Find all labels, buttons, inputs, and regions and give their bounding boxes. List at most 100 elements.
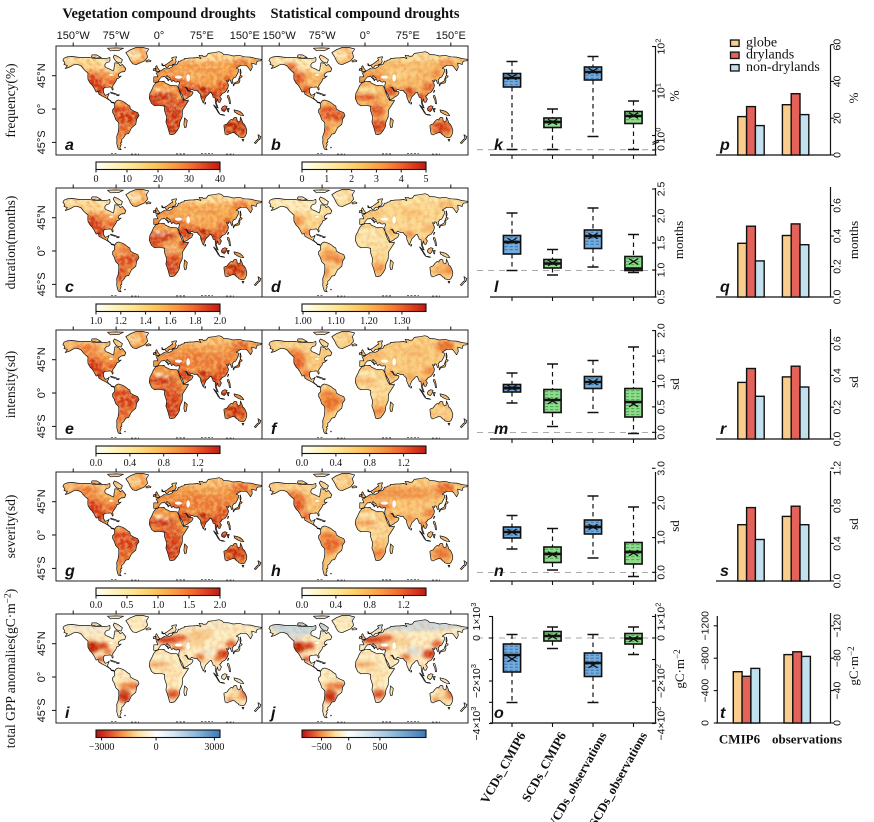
svg-text:45°S: 45°S [36, 272, 48, 296]
svg-text:1.8: 1.8 [189, 316, 202, 327]
svg-text:observations: observations [772, 731, 842, 746]
svg-text:2.0: 2.0 [656, 495, 668, 510]
svg-text:0.8: 0.8 [157, 458, 170, 469]
svg-text:t: t [720, 705, 726, 722]
svg-text:0°: 0° [36, 246, 48, 257]
svg-text:1: 1 [324, 174, 329, 185]
svg-text:j: j [269, 705, 276, 722]
svg-text:1.5: 1.5 [656, 349, 668, 364]
svg-text:1.2: 1.2 [191, 458, 204, 469]
svg-text:3.0: 3.0 [656, 461, 668, 476]
svg-text:1.5: 1.5 [183, 600, 196, 611]
svg-text:40: 40 [832, 75, 844, 87]
svg-text:1.0: 1.0 [152, 600, 165, 611]
svg-text:k: k [494, 137, 504, 154]
svg-text:0°: 0° [36, 530, 48, 541]
svg-text:0: 0 [471, 635, 483, 641]
svg-text:45°S: 45°S [36, 130, 48, 154]
svg-text:e: e [65, 421, 74, 438]
svg-text:−500: −500 [311, 742, 332, 753]
svg-text:2.0: 2.0 [656, 209, 668, 224]
svg-text:3: 3 [374, 174, 379, 185]
svg-text:45°S: 45°S [36, 414, 48, 438]
svg-text:duration(months): duration(months) [3, 196, 18, 290]
svg-text:0.4: 0.4 [330, 458, 343, 469]
svg-text:CMIP6: CMIP6 [719, 731, 761, 746]
svg-text:0.0: 0.0 [90, 458, 103, 469]
svg-text:0: 0 [300, 174, 305, 185]
svg-text:h: h [271, 563, 281, 580]
svg-text:0.0: 0.0 [832, 290, 844, 305]
svg-text:−3000: −3000 [89, 742, 115, 753]
svg-text:−4×103: −4×103 [469, 706, 483, 740]
svg-text:1.2: 1.2 [115, 316, 128, 327]
svg-text:s: s [720, 563, 729, 580]
svg-text:sd: sd [667, 378, 682, 390]
svg-text:3000: 3000 [204, 742, 224, 753]
svg-text:150°E: 150°E [230, 30, 260, 42]
svg-text:500: 500 [372, 742, 387, 753]
svg-text:20: 20 [153, 174, 163, 185]
svg-text:0.2: 0.2 [832, 259, 844, 274]
svg-text:0.0: 0.0 [656, 425, 668, 440]
svg-text:o: o [494, 705, 504, 722]
svg-text:drylands: drylands [746, 48, 794, 63]
svg-text:75°W: 75°W [309, 30, 337, 42]
svg-text:0.0: 0.0 [832, 574, 844, 589]
svg-text:q: q [720, 279, 730, 296]
svg-text:1.30: 1.30 [393, 316, 411, 327]
svg-text:0.8: 0.8 [363, 458, 376, 469]
svg-text:0.0: 0.0 [296, 458, 309, 469]
svg-text:0.5: 0.5 [121, 600, 134, 611]
svg-text:−80: −80 [832, 649, 844, 667]
svg-text:intensity(sd): intensity(sd) [3, 351, 18, 419]
svg-text:1.6: 1.6 [164, 316, 177, 327]
svg-text:%: % [846, 92, 861, 103]
svg-text:150°E: 150°E [436, 30, 466, 42]
svg-text:0: 0 [154, 742, 159, 753]
svg-text:10: 10 [122, 174, 132, 185]
svg-text:l: l [494, 279, 499, 296]
svg-text:0.4: 0.4 [832, 368, 844, 383]
svg-text:b: b [271, 137, 281, 154]
svg-text:1.4: 1.4 [139, 316, 152, 327]
svg-text:severity(sd): severity(sd) [3, 495, 18, 559]
svg-text:20: 20 [832, 112, 844, 124]
svg-text:75°E: 75°E [190, 30, 214, 42]
svg-text:1.20: 1.20 [360, 316, 378, 327]
svg-text:0.8: 0.8 [363, 600, 376, 611]
svg-text:1×102: 1×102 [654, 603, 668, 631]
svg-text:a: a [65, 137, 74, 154]
svg-text:0: 0 [656, 635, 668, 641]
svg-text:30: 30 [184, 174, 194, 185]
svg-text:0°: 0° [36, 104, 48, 115]
svg-text:0: 0 [656, 145, 668, 151]
svg-text:60: 60 [832, 39, 844, 51]
svg-text:45°S: 45°S [36, 698, 48, 722]
svg-text:sd: sd [667, 520, 682, 532]
svg-text:45°N: 45°N [36, 63, 48, 88]
svg-text:0.6: 0.6 [832, 198, 844, 213]
svg-text:0.8: 0.8 [832, 498, 844, 513]
svg-text:0°: 0° [154, 30, 165, 42]
svg-text:Statistical compound droughts: Statistical compound droughts [270, 6, 459, 22]
svg-text:−2×102: −2×102 [654, 664, 668, 698]
svg-text:0°: 0° [36, 388, 48, 399]
svg-text:non-drylands: non-drylands [746, 60, 820, 75]
svg-text:0.4: 0.4 [124, 458, 137, 469]
svg-text:−400: −400 [700, 679, 712, 703]
svg-text:0.2: 0.2 [832, 400, 844, 415]
svg-text:150°W: 150°W [57, 30, 91, 42]
svg-text:0.6: 0.6 [832, 336, 844, 351]
svg-text:0.0: 0.0 [296, 600, 309, 611]
svg-text:2.5: 2.5 [656, 182, 668, 197]
svg-text:−1200: −1200 [700, 611, 712, 641]
svg-text:1.2: 1.2 [832, 461, 844, 476]
svg-text:1×103: 1×103 [469, 603, 483, 631]
svg-text:1.2: 1.2 [397, 458, 410, 469]
svg-text:gC·m−2: gC·m−2 [846, 646, 861, 685]
svg-text:p: p [719, 137, 730, 154]
svg-text:0.4: 0.4 [832, 229, 844, 244]
svg-text:2.0: 2.0 [214, 316, 227, 327]
svg-text:months: months [846, 221, 861, 259]
